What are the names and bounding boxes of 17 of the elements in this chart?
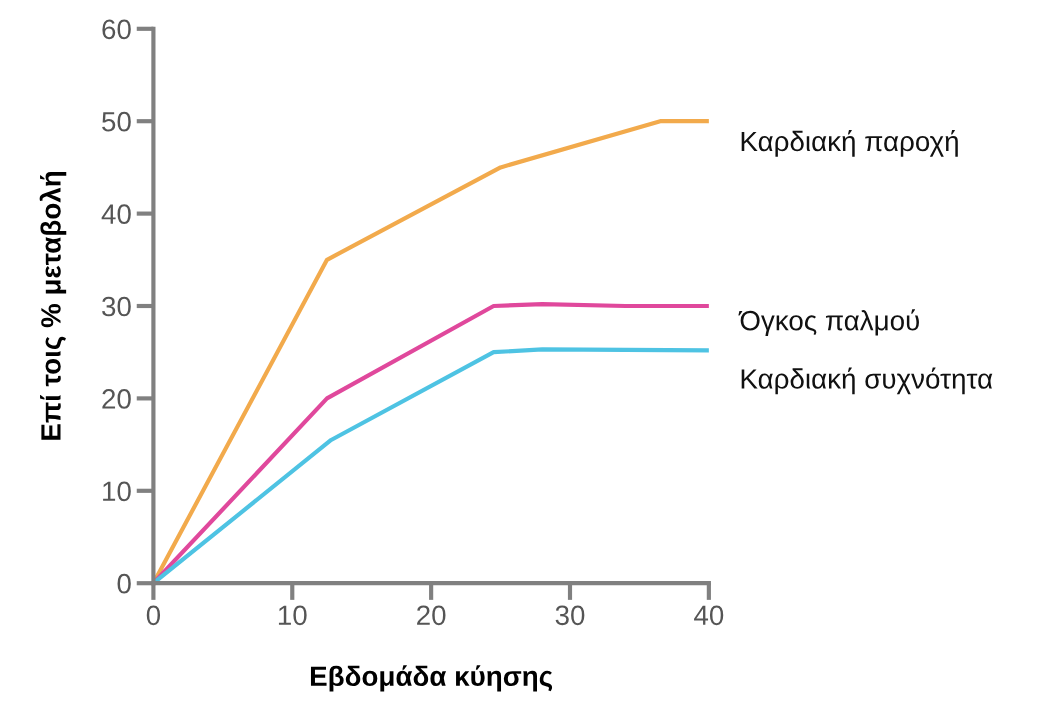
y-tick-label: 0	[117, 573, 131, 594]
y-tick-label: 20	[102, 389, 131, 409]
series-label: Όγκος παλμού	[738, 309, 919, 336]
x-tick-label: 20	[417, 605, 446, 626]
series-label: Καρδιακή συχνότητα	[741, 367, 993, 395]
series-label: Καρδιακή παροχή	[741, 130, 958, 157]
y-tick-label: 50	[102, 111, 131, 132]
x-tick-label: 40	[694, 605, 724, 626]
x-axis-title: Εβδομάδα κύησης	[310, 665, 553, 692]
x-tick-label: 10	[278, 605, 307, 626]
y-tick-label: 10	[103, 481, 131, 502]
x-tick-label: 0	[146, 605, 161, 626]
y-tick-label: 60	[102, 19, 131, 40]
y-tick-label: 40	[101, 204, 131, 224]
y-axis-title: Επί τοις % μεταβολή	[39, 172, 67, 440]
y-tick-label: 30	[102, 296, 131, 317]
x-tick-label: 30	[555, 605, 585, 626]
